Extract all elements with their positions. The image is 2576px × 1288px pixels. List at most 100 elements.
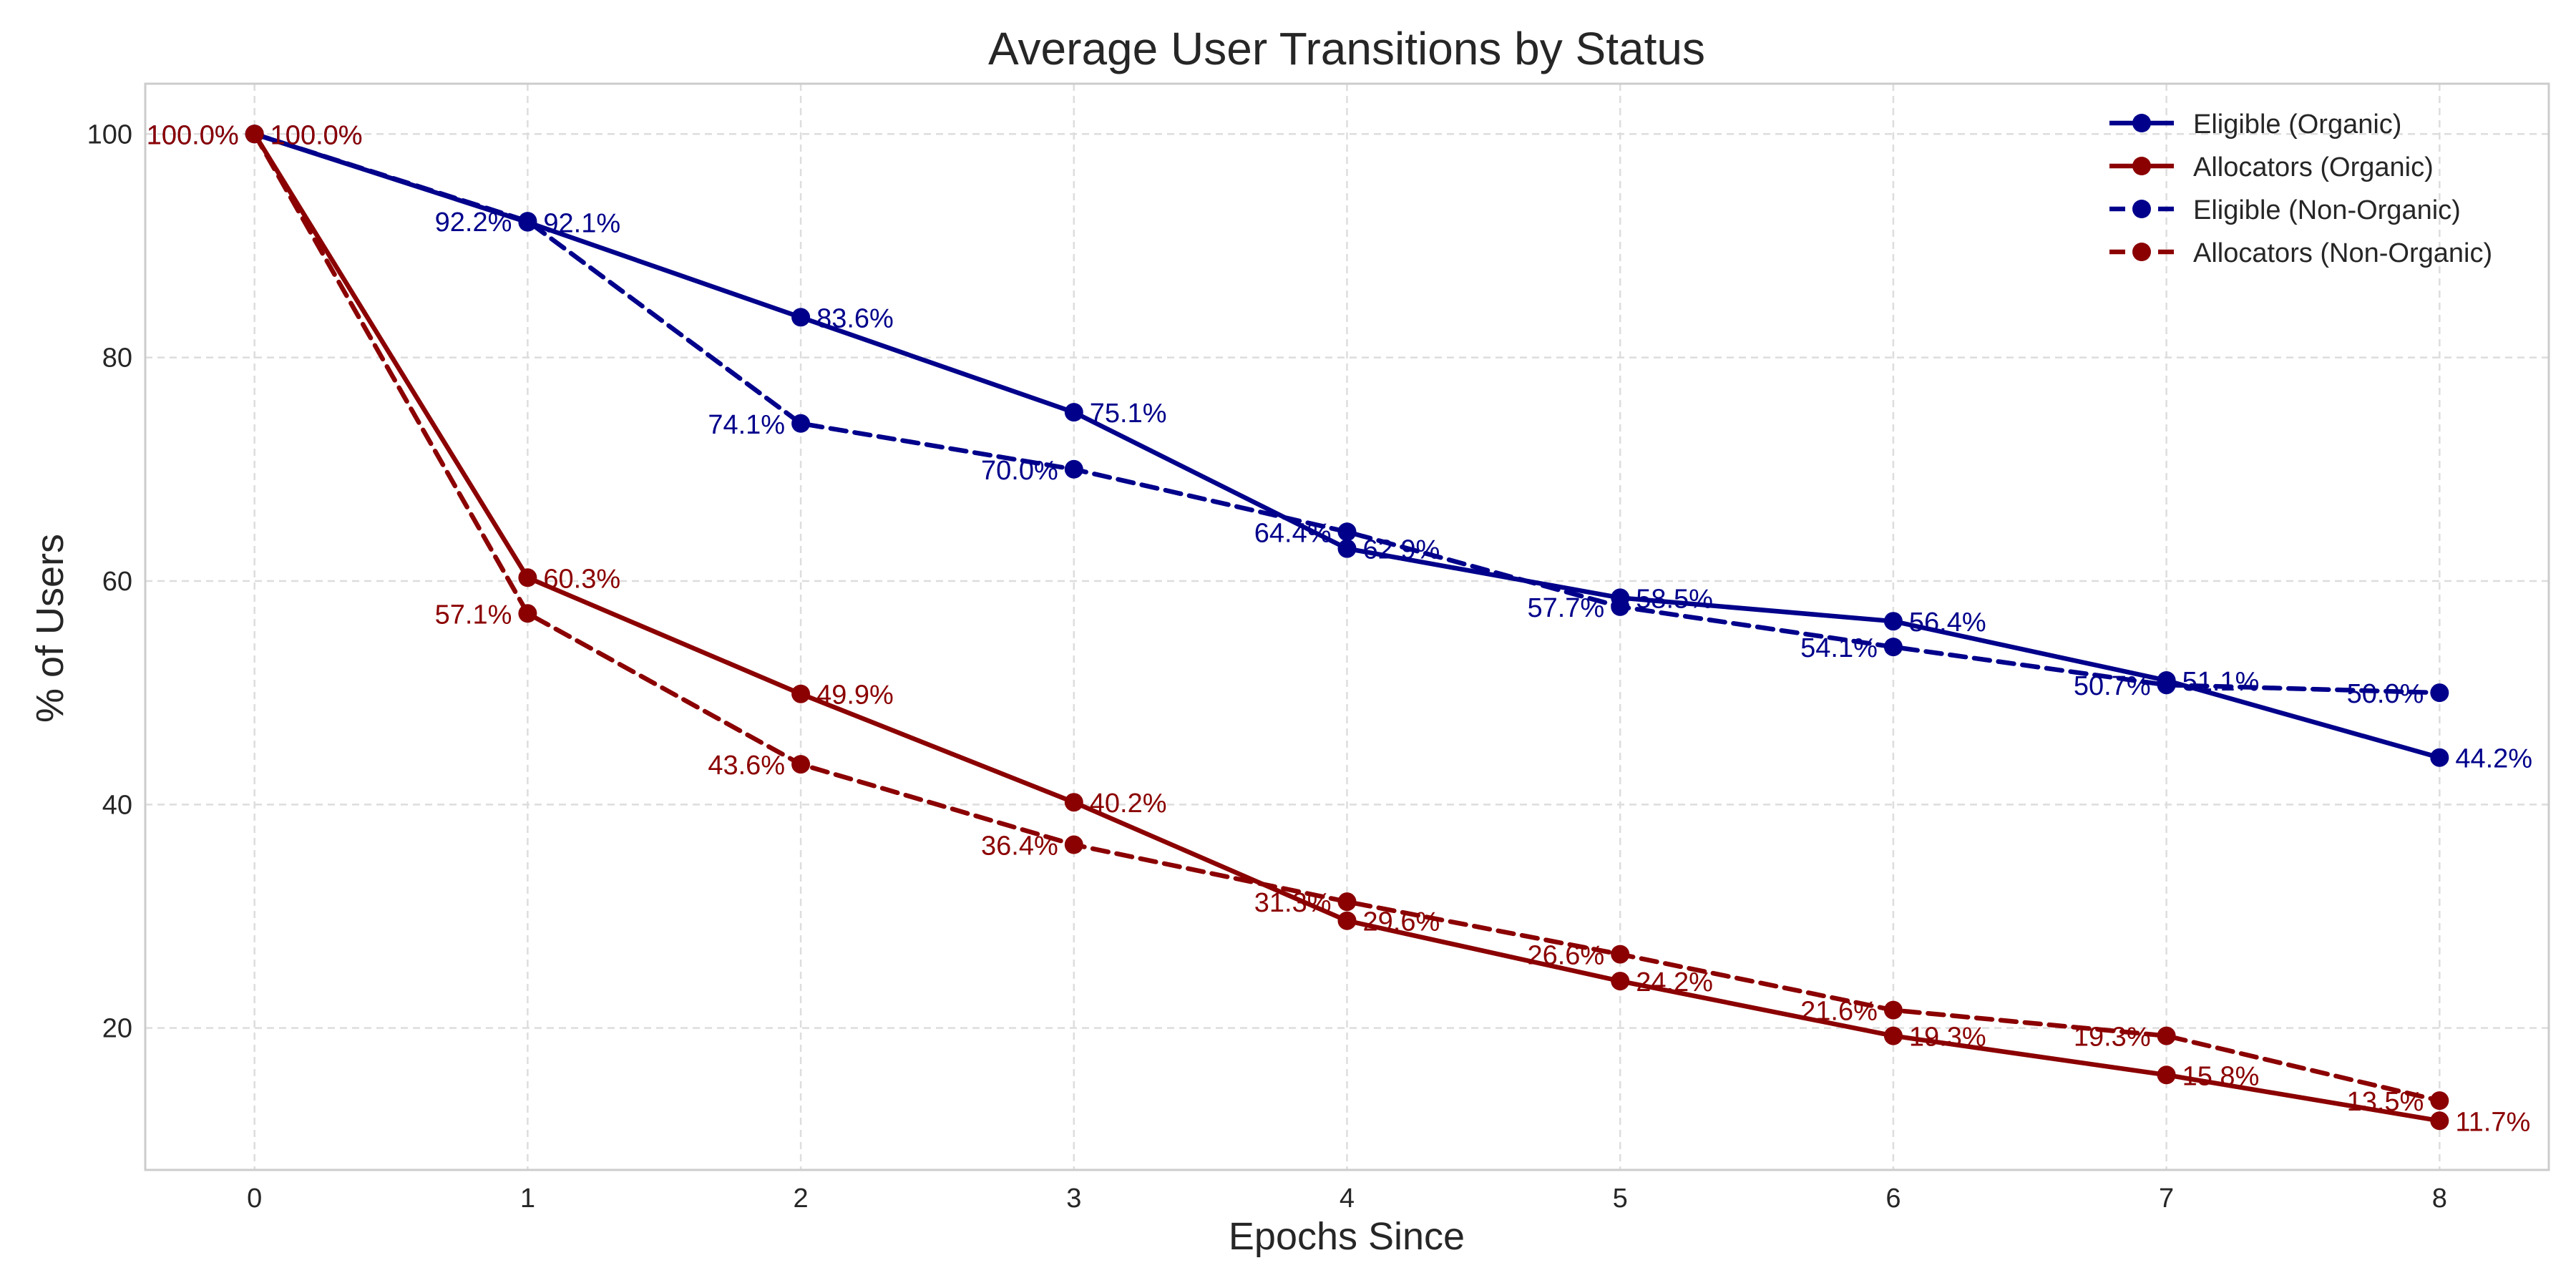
data-point bbox=[1337, 522, 1357, 542]
data-label: 44.2% bbox=[2455, 744, 2532, 774]
tick-labels: 0 1 2 3 4 5 6 7 8 20 40 60 80 100 bbox=[87, 119, 2447, 1214]
data-point bbox=[2430, 748, 2449, 767]
series-1 bbox=[245, 125, 2449, 1131]
x-tick-label: 7 bbox=[2159, 1184, 2174, 1214]
series-3 bbox=[245, 125, 2449, 1111]
data-point bbox=[2157, 670, 2176, 690]
y-tick-label: 100 bbox=[87, 119, 132, 150]
data-label: 36.4% bbox=[981, 831, 1058, 862]
legend-marker bbox=[2132, 114, 2151, 132]
data-label: 49.9% bbox=[816, 680, 894, 711]
plot-frame bbox=[144, 82, 2550, 1171]
data-point bbox=[1337, 539, 1357, 558]
data-label: 58.5% bbox=[1636, 584, 1713, 614]
data-label: 40.2% bbox=[1090, 789, 1167, 819]
data-point bbox=[1337, 911, 1357, 930]
data-point bbox=[1064, 403, 1083, 422]
legend-marker bbox=[2132, 200, 2151, 218]
legend-label: Eligible (Organic) bbox=[2193, 109, 2401, 140]
data-label: 11.7% bbox=[2455, 1107, 2530, 1137]
data-point bbox=[791, 755, 811, 774]
legend-label: Eligible (Non-Organic) bbox=[2193, 195, 2461, 225]
data-label: 92.1% bbox=[543, 209, 620, 239]
data-labels: 100.0% 92.1% 83.6% 75.1% 62.9% 58.5% 56.4% 51.1… bbox=[147, 120, 2532, 1137]
data-point bbox=[518, 604, 537, 623]
data-label: 50.7% bbox=[2074, 671, 2151, 701]
data-label: 15.8% bbox=[2182, 1061, 2260, 1091]
x-tick-label: 2 bbox=[794, 1184, 809, 1214]
y-tick-label: 60 bbox=[102, 567, 132, 597]
data-point bbox=[1611, 945, 1630, 964]
data-point bbox=[2430, 1111, 2449, 1131]
x-tick-label: 8 bbox=[2432, 1184, 2447, 1214]
series-lines bbox=[245, 125, 2449, 1131]
x-tick-label: 3 bbox=[1066, 1184, 1081, 1214]
data-label: 54.1% bbox=[1800, 633, 1878, 663]
data-point bbox=[2157, 1065, 2176, 1085]
x-tick-label: 1 bbox=[520, 1184, 535, 1214]
data-label: 21.6% bbox=[1800, 997, 1878, 1027]
data-point bbox=[791, 308, 811, 327]
data-point bbox=[1883, 612, 1903, 631]
data-label: 64.4% bbox=[1254, 518, 1332, 548]
y-tick-label: 20 bbox=[102, 1014, 132, 1044]
data-label: 100.0% bbox=[147, 120, 239, 150]
data-label: 43.6% bbox=[708, 751, 785, 781]
data-point bbox=[791, 684, 811, 703]
legend-marker bbox=[2132, 157, 2151, 175]
series-0 bbox=[245, 125, 2449, 767]
data-label: 100.0% bbox=[270, 120, 363, 150]
data-label: 75.1% bbox=[1090, 399, 1167, 429]
data-label: 62.9% bbox=[1363, 535, 1440, 565]
data-point bbox=[245, 125, 264, 144]
data-label: 56.4% bbox=[1909, 608, 1986, 638]
data-point bbox=[1064, 793, 1083, 812]
data-label: 26.6% bbox=[1527, 941, 1604, 971]
data-label: 13.5% bbox=[2347, 1087, 2424, 1117]
data-point bbox=[518, 568, 537, 587]
data-label: 31.3% bbox=[1254, 888, 1332, 918]
data-point bbox=[1064, 835, 1083, 854]
x-tick-label: 5 bbox=[1613, 1184, 1628, 1214]
data-label: 83.6% bbox=[816, 303, 894, 333]
data-point bbox=[1337, 892, 1357, 912]
legend: Eligible (Organic) Allocators (Organic) El… bbox=[2109, 109, 2492, 268]
data-point bbox=[791, 414, 811, 433]
data-point bbox=[1611, 972, 1630, 991]
data-label: 92.2% bbox=[435, 208, 512, 238]
data-label: 74.1% bbox=[708, 410, 785, 440]
data-point bbox=[1064, 459, 1083, 479]
data-point bbox=[518, 213, 537, 232]
data-label: 51.1% bbox=[2182, 667, 2260, 697]
y-axis-label: % of Users bbox=[29, 534, 72, 723]
data-label: 100.0% bbox=[270, 120, 363, 150]
data-point bbox=[1611, 588, 1630, 608]
data-label: 70.0% bbox=[981, 456, 1058, 486]
data-point bbox=[1883, 1026, 1903, 1045]
data-point bbox=[2430, 683, 2449, 703]
y-tick-label: 40 bbox=[102, 790, 132, 820]
data-label: 24.2% bbox=[1636, 967, 1713, 997]
legend-label: Allocators (Organic) bbox=[2193, 152, 2434, 182]
data-label: 19.3% bbox=[2074, 1023, 2151, 1053]
data-label: 57.7% bbox=[1527, 593, 1604, 623]
data-point bbox=[2157, 1026, 2176, 1045]
chart-title: Average User Transitions by Status bbox=[988, 23, 1705, 74]
x-tick-label: 0 bbox=[247, 1184, 262, 1214]
legend-label: Allocators (Non-Organic) bbox=[2193, 238, 2492, 268]
legend-marker bbox=[2132, 243, 2151, 261]
y-tick-label: 80 bbox=[102, 343, 132, 374]
data-point bbox=[1883, 1000, 1903, 1020]
data-label: 19.3% bbox=[1909, 1023, 1986, 1053]
x-axis-label: Epochs Since bbox=[1229, 1215, 1465, 1258]
data-label: 50.0% bbox=[2347, 679, 2424, 709]
x-tick-label: 4 bbox=[1340, 1184, 1355, 1214]
data-label: 60.3% bbox=[543, 564, 620, 594]
data-label: 100.0% bbox=[147, 120, 239, 150]
x-tick-label: 6 bbox=[1885, 1184, 1901, 1214]
data-label: 29.6% bbox=[1363, 907, 1440, 937]
data-point bbox=[1883, 638, 1903, 657]
data-label: 57.1% bbox=[435, 600, 512, 630]
